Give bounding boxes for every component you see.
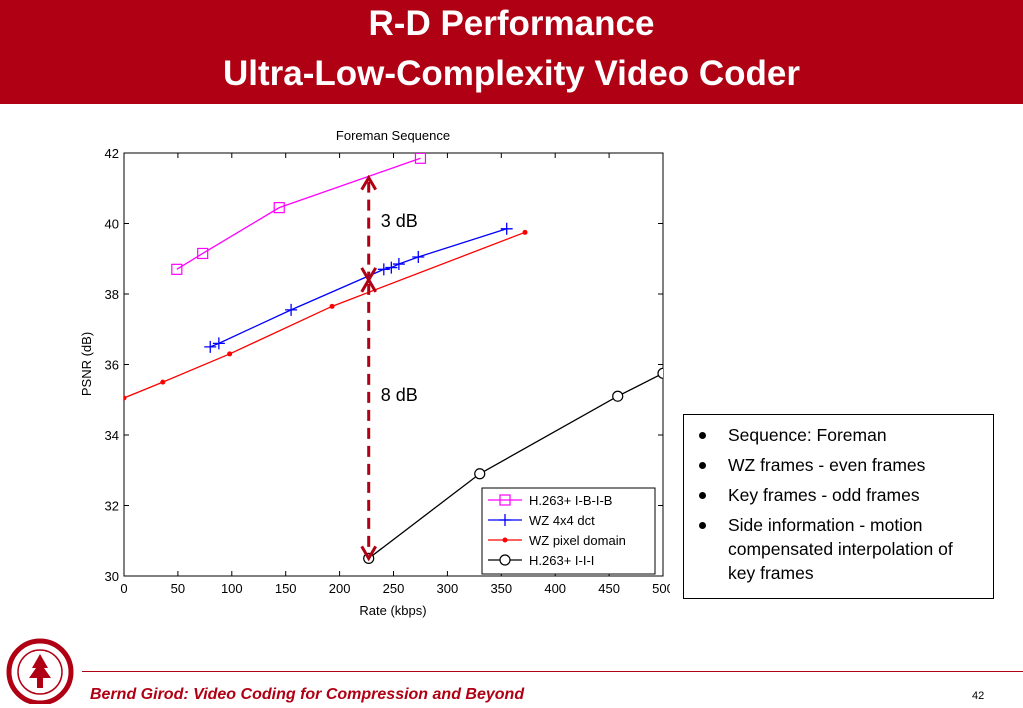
data-point (212, 337, 225, 350)
arrow-head (360, 545, 378, 562)
legend-label: H.263+ I-I-I (529, 553, 594, 568)
data-point (499, 514, 511, 526)
y-tick-label: 38 (105, 287, 119, 302)
legend-entry: WZ 4x4 dct (488, 513, 595, 528)
series-square (171, 153, 427, 275)
x-tick-label: 150 (275, 581, 297, 596)
page-number: 42 (972, 690, 985, 702)
data-point (273, 202, 285, 214)
data-point (499, 494, 511, 506)
legend-entry: H.263+ I-B-I-B (488, 493, 612, 508)
bullet-item: Key frames - odd frames (694, 483, 983, 507)
footer-text: Bernd Girod: Video Coding for Compressio… (90, 686, 525, 703)
chart-title: Foreman Sequence (336, 128, 450, 143)
data-point (160, 379, 166, 385)
data-point (612, 390, 624, 402)
data-point (522, 229, 528, 235)
data-point (502, 537, 508, 543)
slide-title: R-D Performance (368, 4, 655, 43)
data-point (385, 261, 398, 274)
data-point (412, 250, 425, 263)
legend-label: WZ pixel domain (529, 533, 626, 548)
y-tick-label: 40 (105, 217, 119, 232)
data-point (657, 367, 663, 379)
series-plus (204, 222, 513, 353)
y-tick-label: 32 (105, 499, 119, 514)
y-tick-label: 34 (105, 428, 119, 443)
arrow-head (360, 276, 378, 293)
data-point (285, 303, 298, 316)
bullet-item: Sequence: Foreman (694, 423, 983, 447)
x-axis-label: Rate (kbps) (359, 603, 426, 618)
data-point (392, 258, 405, 271)
x-tick-label: 400 (544, 581, 566, 596)
data-point (124, 395, 127, 401)
bullet-icon (699, 432, 706, 439)
annotation-arrow: 8 dB (360, 276, 418, 562)
annotation-label: 8 dB (381, 385, 418, 405)
bullet-item: Side information - motion compensated in… (694, 513, 983, 585)
series-line (176, 157, 421, 270)
bullet-icon (699, 492, 706, 499)
data-point (329, 303, 335, 309)
bullet-item: WZ frames - even frames (694, 453, 983, 477)
university-seal-icon (6, 638, 74, 704)
y-tick-label: 30 (105, 569, 119, 584)
data-point (377, 263, 390, 276)
series-line (209, 228, 507, 348)
x-tick-label: 450 (598, 581, 620, 596)
data-point (197, 247, 209, 260)
footer-divider (82, 671, 1023, 672)
x-tick-label: 100 (221, 581, 243, 596)
x-tick-label: 0 (120, 581, 127, 596)
x-tick-label: 300 (437, 581, 459, 596)
data-point (227, 351, 233, 357)
bullet-icon (699, 522, 706, 529)
x-tick-label: 200 (329, 581, 351, 596)
legend-entry: H.263+ I-I-I (488, 553, 594, 568)
series-dot (124, 229, 528, 401)
data-point (474, 468, 486, 480)
y-axis-label: PSNR (dB) (79, 332, 94, 396)
y-tick-label: 36 (105, 358, 119, 373)
legend-entry: WZ pixel domain (488, 533, 626, 548)
data-point (500, 222, 513, 235)
data-point (204, 340, 217, 353)
x-tick-label: 50 (171, 581, 185, 596)
title-banner: R-D Performance Ultra-Low-Complexity Vid… (0, 0, 1023, 104)
data-point (499, 554, 511, 566)
annotation-label: 3 dB (381, 211, 418, 231)
x-tick-label: 350 (490, 581, 512, 596)
slide-subtitle: Ultra-Low-Complexity Video Coder (223, 54, 800, 93)
y-tick-label: 42 (105, 146, 119, 161)
rd-chart: 0 50 100 150 200 250 300 350 400 450 500 30 32 34 36 38… (79, 128, 670, 618)
legend: H.263+ I-B-I-B WZ 4x4 dct WZ pixel domain H… (481, 487, 656, 575)
x-tick-label: 250 (383, 581, 405, 596)
legend-label: WZ 4x4 dct (529, 513, 595, 528)
series-line (368, 372, 663, 559)
data-point (171, 263, 183, 275)
bullet-icon (699, 462, 706, 469)
legend-label: H.263+ I-B-I-B (529, 493, 612, 508)
arrow-head (360, 174, 378, 191)
x-tick-label: 500 (652, 581, 670, 596)
info-box: Sequence: Foreman WZ frames - even frame… (683, 414, 994, 599)
data-point (414, 153, 427, 164)
